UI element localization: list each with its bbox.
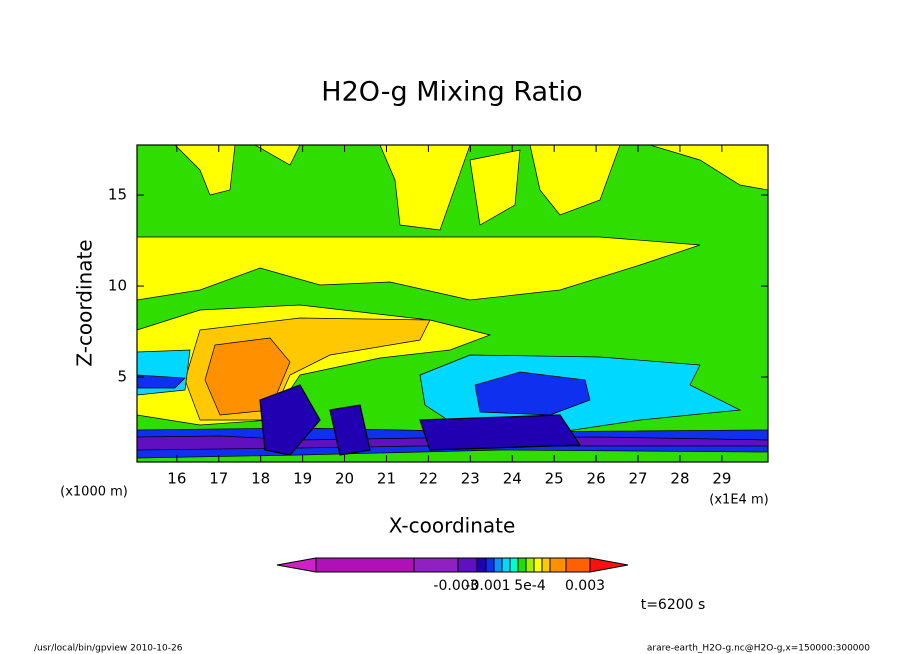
chart-title: H2O-g Mixing Ratio: [321, 77, 582, 108]
contour-fill: [137, 374, 186, 389]
y-tick-label: 5: [117, 368, 127, 386]
contour-field: [137, 145, 768, 462]
colorbar-label: -0.001: [465, 578, 510, 594]
colorbar-segment: [476, 557, 487, 573]
plot-frame: [136, 144, 769, 463]
y-unit: (x1000 m): [60, 485, 128, 500]
colorbar-segment: [541, 557, 551, 573]
colorbar-segment: [509, 557, 519, 573]
x-tick-label: 26: [587, 470, 606, 488]
colorbar-segment: [413, 557, 459, 573]
x-tick-label: 21: [377, 470, 396, 488]
colorbar-segment: [493, 557, 503, 573]
y-tick-label: 15: [108, 186, 127, 204]
time-label: t=6200 s: [641, 597, 706, 613]
contour-fill: [474, 371, 591, 416]
colorbar-segment: [525, 557, 535, 573]
x-axis-label: X-coordinate: [389, 514, 516, 538]
colorbar-segment: [315, 557, 415, 573]
x-tick-label: 29: [712, 470, 731, 488]
x-tick-label: 22: [419, 470, 438, 488]
colorbar-segment: [565, 557, 591, 573]
colorbar-label: 5e-4: [514, 578, 546, 594]
y-axis-label: Z-coordinate: [73, 239, 97, 366]
colorbar-segment: [457, 557, 478, 573]
footer-right: arare-earth_H2O-g.nc@H2O-g,x=150000:3000…: [647, 644, 870, 654]
x-tick-label: 19: [293, 470, 312, 488]
colorbar-end: [589, 557, 629, 573]
colorbar-segment: [549, 557, 567, 573]
contour-fill: [137, 236, 701, 301]
x-tick-label: 20: [335, 470, 354, 488]
x-tick-label: 24: [503, 470, 522, 488]
x-tick-label: 18: [251, 470, 270, 488]
contour-fill: [259, 384, 582, 456]
colorbar-label: -0.003: [433, 578, 478, 594]
contour-fill: [174, 145, 768, 231]
x-unit: (x1E4 m): [709, 493, 768, 508]
colorbar-segment: [485, 557, 495, 573]
colorbar-label: 0.003: [565, 578, 605, 594]
footer-left: /usr/local/bin/gpview 2010-10-26: [34, 644, 183, 654]
colorbar-segment: [517, 557, 527, 573]
x-tick-label: 17: [209, 470, 228, 488]
x-tick-label: 25: [545, 470, 564, 488]
x-tick-label: 23: [461, 470, 480, 488]
x-tick-label: 16: [167, 470, 186, 488]
y-tick-label: 10: [108, 277, 127, 295]
x-tick-label: 28: [670, 470, 689, 488]
colorbar-segment: [501, 557, 511, 573]
colorbar-segment: [533, 557, 543, 573]
x-tick-label: 27: [628, 470, 647, 488]
